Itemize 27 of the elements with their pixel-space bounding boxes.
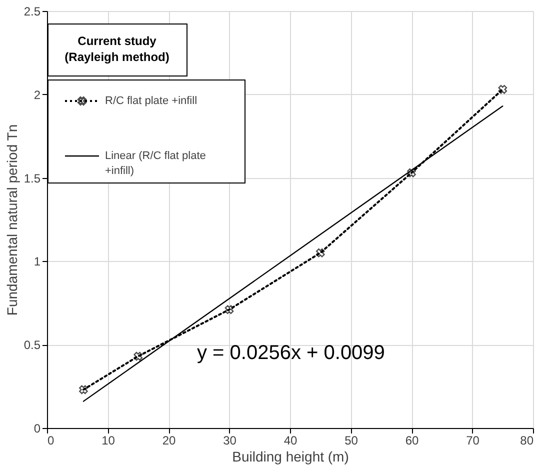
x-tick-label: 40 bbox=[284, 434, 298, 448]
annotation: y = 0.0256x + 0.0099 bbox=[197, 342, 385, 364]
legend-label: Linear (R/C flat plate +infill) bbox=[105, 150, 206, 177]
x-tick-label: 10 bbox=[102, 434, 116, 448]
x-tick-label: 70 bbox=[466, 434, 480, 448]
legend-title: Current study (Rayleigh method) bbox=[64, 34, 170, 64]
x-tick-label: 20 bbox=[162, 434, 176, 448]
legend-label: R/C flat plate +infill bbox=[105, 95, 198, 107]
x-tick-label: 50 bbox=[344, 434, 358, 448]
point bbox=[407, 168, 416, 178]
point bbox=[134, 352, 143, 361]
x-tick-label: 80 bbox=[520, 434, 534, 448]
point bbox=[316, 248, 325, 258]
y-tick-label: 2 bbox=[34, 88, 41, 102]
y-tick-label: 0 bbox=[34, 422, 41, 436]
y-axis-title: Fundamental natural period Tn bbox=[4, 124, 20, 316]
point bbox=[224, 305, 234, 314]
x-axis-title: Building height (m) bbox=[232, 448, 349, 464]
y-tick-label: 2.5 bbox=[24, 4, 41, 18]
point bbox=[498, 84, 508, 94]
y-tick-label: 1 bbox=[34, 254, 41, 269]
y-tick-label: 1.5 bbox=[24, 171, 41, 186]
x-tick-label: 60 bbox=[405, 434, 419, 448]
y-tick-label: 0.5 bbox=[24, 338, 41, 352]
x-tick-label: 30 bbox=[223, 434, 237, 448]
x-tick-label: 0 bbox=[48, 434, 54, 448]
point bbox=[79, 385, 88, 394]
